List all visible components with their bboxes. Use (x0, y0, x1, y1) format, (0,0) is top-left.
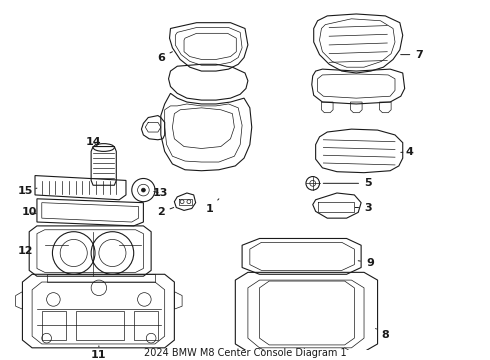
Text: 10: 10 (22, 207, 37, 217)
Text: 8: 8 (376, 328, 389, 340)
Text: 11: 11 (91, 346, 107, 360)
Text: 2024 BMW M8 Center Console Diagram 1: 2024 BMW M8 Center Console Diagram 1 (144, 348, 346, 358)
Text: 6: 6 (157, 52, 172, 63)
Text: 4: 4 (401, 147, 414, 157)
Text: 2: 2 (157, 207, 173, 217)
Text: 3: 3 (355, 203, 372, 212)
Circle shape (142, 188, 146, 192)
Text: 13: 13 (153, 188, 169, 198)
Text: 15: 15 (18, 186, 37, 196)
Text: 9: 9 (358, 258, 374, 268)
Text: 12: 12 (18, 246, 33, 256)
Text: 5: 5 (323, 178, 372, 188)
Text: 7: 7 (401, 50, 423, 60)
Text: 1: 1 (205, 199, 219, 215)
Text: 14: 14 (85, 137, 101, 147)
